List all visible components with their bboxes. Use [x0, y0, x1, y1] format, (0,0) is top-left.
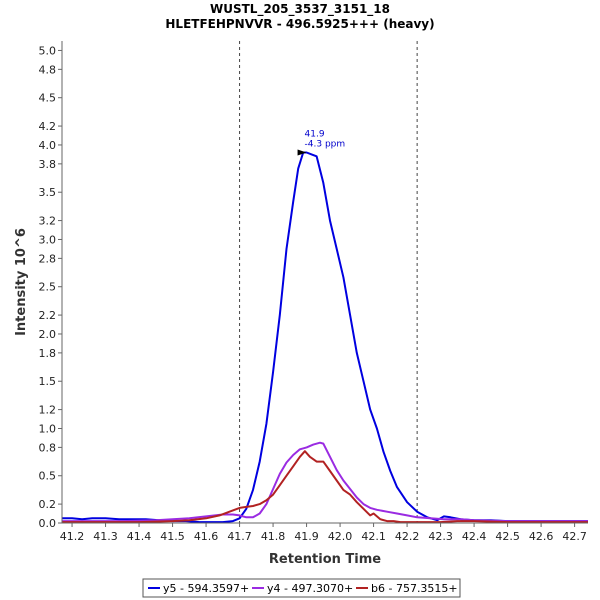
x-tick-label: 42.7 [562, 530, 587, 543]
legend-box [142, 578, 461, 598]
x-tick-label: 42.2 [395, 530, 420, 543]
y-tick-label: 1.0 [39, 422, 57, 435]
x-tick-label: 42.6 [529, 530, 554, 543]
chart-subtitle: HLETFEHPNVVR - 496.5925+++ (heavy) [165, 17, 434, 31]
y-axis-ticks: 0.0 0.2 0.5 0.8 1.0 1.2 1.5 1.8 2.0 2.2 2.5 2.8 3.0 3… [39, 44, 62, 530]
y-tick-label: 1.5 [39, 375, 57, 388]
chart-title: WUSTL_205_3537_3151_18 [210, 2, 390, 17]
y-tick-label: 3.2 [39, 215, 57, 228]
y-axis-label: Intensity 10^6 [14, 228, 29, 336]
y-tick-label: 2.5 [39, 281, 57, 294]
x-tick-label: 42.0 [328, 530, 353, 543]
peak-ppm-label: -4.3 ppm [305, 140, 346, 150]
x-tick-label: 41.7 [227, 530, 252, 543]
series-lines [62, 151, 588, 524]
x-tick-label: 41.6 [194, 530, 219, 543]
y-tick-label: 4.5 [39, 92, 57, 105]
y-tick-label: 0.0 [39, 517, 57, 530]
y-tick-label: 5.0 [39, 44, 57, 57]
y-tick-label: 2.8 [39, 252, 57, 265]
x-axis-ticks: 41.2 41.3 41.4 41.5 41.6 41.7 41.8 41.9 42.0 42.1… [60, 523, 587, 543]
y-tick-label: 0.5 [39, 470, 57, 483]
y-tick-label: 3.5 [39, 186, 57, 199]
x-tick-label: 42.1 [361, 530, 386, 543]
x-tick-label: 42.4 [462, 530, 487, 543]
legend-label: y5 - 594.3597+ [163, 582, 249, 595]
x-axis-label: Retention Time [269, 552, 381, 567]
y-tick-label: 1.2 [39, 404, 57, 417]
legend: y5 - 594.3597+ y4 - 497.3070+ b6 - 757.351… [142, 578, 461, 598]
y-tick-label: 2.0 [39, 328, 57, 341]
x-tick-label: 41.5 [160, 530, 185, 543]
legend-label: b6 - 757.3515+ [371, 582, 458, 595]
y-tick-label: 0.2 [39, 498, 57, 511]
y-tick-label: 4.0 [39, 139, 57, 152]
peak-rt-label: 41.9 [305, 130, 325, 140]
y-tick-label: 0.8 [39, 441, 57, 454]
x-tick-label: 42.5 [495, 530, 520, 543]
integration-bounds [239, 41, 418, 523]
x-tick-label: 41.8 [261, 530, 286, 543]
x-tick-label: 41.2 [60, 530, 85, 543]
y-tick-label: 3.8 [39, 158, 57, 171]
x-tick-label: 41.3 [93, 530, 118, 543]
legend-label: y4 - 497.3070+ [267, 582, 353, 595]
x-tick-label: 41.9 [294, 530, 319, 543]
y-tick-label: 2.2 [39, 309, 57, 322]
y-tick-label: 3.0 [39, 233, 57, 246]
y-tick-label: 4.8 [39, 63, 57, 76]
x-tick-label: 41.4 [127, 530, 152, 543]
y-tick-label: 4.2 [39, 120, 57, 133]
peak-annotation: 41.9 -4.3 ppm [297, 130, 346, 156]
peak-arrow-icon [297, 149, 307, 156]
plot-area [62, 41, 588, 523]
x-tick-label: 42.3 [428, 530, 453, 543]
y-tick-label: 1.8 [39, 347, 57, 360]
series-line [62, 450, 588, 524]
